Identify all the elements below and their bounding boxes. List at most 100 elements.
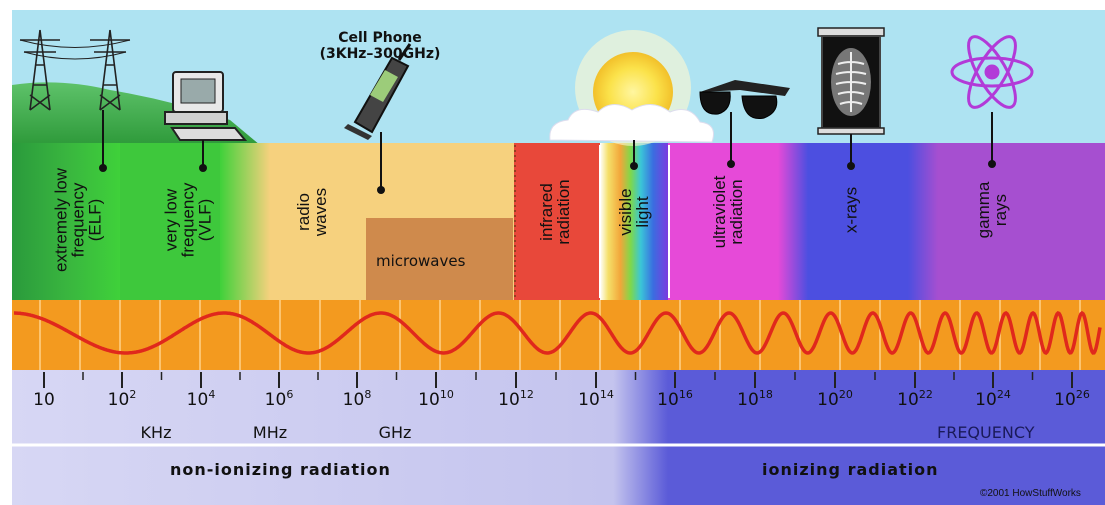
- tick-base: 10: [342, 390, 365, 410]
- cell-phone-icon: [344, 43, 412, 140]
- vlf-pointer-dot: [199, 164, 207, 172]
- tick-label: 10: [33, 388, 55, 410]
- band-label-line: waves: [311, 187, 330, 237]
- band-label-line: visible: [616, 188, 635, 236]
- band-label-line: gamma: [974, 181, 993, 239]
- band-xrays: [808, 143, 908, 300]
- tick-exponent: 12: [519, 388, 534, 401]
- band-label-line: radiation: [727, 179, 746, 245]
- tick-exponent: 16: [678, 388, 693, 401]
- band-label-line: frequency: [68, 182, 88, 258]
- band-label-xrays: x-rays: [841, 186, 861, 234]
- band-gamma: [938, 143, 1105, 300]
- band-label-line: (ELF): [85, 198, 105, 242]
- tick-base: 10: [186, 390, 209, 410]
- tick-base: 10: [418, 390, 440, 410]
- band-label-line: light: [633, 196, 652, 228]
- cell-phone-title: Cell Phone (3KHz–300GHz): [300, 30, 460, 62]
- wave-strip: [12, 300, 1105, 370]
- tick-exponent: 14: [599, 388, 614, 401]
- tick-label: 1012: [498, 388, 534, 410]
- tick-exponent: 4: [208, 388, 216, 401]
- frequency-label: FREQUENCY: [937, 423, 1035, 442]
- computer-icon: [164, 71, 248, 141]
- power-tower-icon: [19, 29, 131, 111]
- unit-khz: KHz: [140, 423, 172, 442]
- tick-label: 1018: [737, 388, 773, 410]
- tick-exponent: 20: [838, 388, 853, 401]
- ionizing-label: ionizing radiation: [762, 460, 939, 479]
- tick-base: 10: [657, 390, 679, 410]
- band-infrared: [514, 143, 600, 300]
- band-ultraviolet: [668, 143, 778, 300]
- xray-film-icon: [817, 27, 885, 135]
- band-label-elf: extremely low frequency (ELF): [51, 168, 105, 272]
- band-label-gamma: gamma rays: [974, 181, 1010, 239]
- axis-ticks: [43, 372, 1073, 388]
- band-xray-gamma-blend: [908, 143, 938, 300]
- tick-exponent: 26: [1075, 388, 1090, 401]
- microwaves-label: microwaves: [376, 252, 466, 270]
- phone-pointer-dot: [377, 186, 385, 194]
- tick-exponent: 24: [996, 388, 1011, 401]
- tick-base: 10: [33, 390, 55, 410]
- tick-exponent: 10: [439, 388, 454, 401]
- visible-pointer-dot: [630, 162, 638, 170]
- tick-exponent: 8: [364, 388, 372, 401]
- tick-exponent: 18: [758, 388, 773, 401]
- tick-label: 106: [265, 388, 294, 410]
- band-uv-xray-blend: [778, 143, 808, 300]
- tick-label: 108: [343, 388, 372, 410]
- tick-base: 10: [817, 390, 839, 410]
- cell-phone-title-line1: Cell Phone: [338, 30, 422, 46]
- band-label-line: x-rays: [841, 186, 861, 234]
- band-label-line: infrared: [537, 183, 556, 241]
- xray-pointer-dot: [847, 162, 855, 170]
- band-microwaves: [366, 218, 513, 300]
- copyright-label: ©2001 HowStuffWorks: [980, 488, 1081, 499]
- tick-exponent: 22: [918, 388, 933, 401]
- elf-pointer-dot: [99, 164, 107, 172]
- axis-background: [12, 370, 1105, 505]
- band-label-line: radio: [294, 193, 313, 231]
- band-label-line: radiation: [554, 179, 573, 245]
- tick-base: 10: [264, 390, 287, 410]
- cell-phone-title-line2: (3KHz–300GHz): [319, 46, 441, 62]
- tick-exponent: 6: [286, 388, 294, 401]
- tick-label: 1022: [897, 388, 933, 410]
- tick-base: 10: [975, 390, 997, 410]
- band-vlf-radio-blend: [220, 143, 270, 300]
- sun-icon: [549, 30, 714, 146]
- non-ionizing-label: non-ionizing radiation: [170, 460, 391, 479]
- band-label-line: very low: [161, 188, 181, 252]
- band-label-line: extremely low: [51, 168, 71, 272]
- band-label-infrared: infrared radiation: [537, 179, 573, 245]
- band-label-line: (VLF): [195, 198, 215, 242]
- uv-pointer-dot: [727, 160, 735, 168]
- tick-label: 1014: [578, 388, 614, 410]
- band-label-line: ultraviolet: [710, 175, 729, 249]
- tick-base: 10: [107, 390, 130, 410]
- band-label-visible: visible light: [616, 188, 652, 236]
- unit-ghz: GHz: [378, 423, 412, 442]
- gamma-pointer-dot: [988, 160, 996, 168]
- band-label-ultraviolet: ultraviolet radiation: [710, 175, 746, 249]
- tick-label: 104: [187, 388, 216, 410]
- unit-mhz: MHz: [252, 423, 288, 442]
- tick-base: 10: [578, 390, 600, 410]
- tick-base: 10: [498, 390, 520, 410]
- tick-label: 1020: [817, 388, 853, 410]
- band-label-vlf: very low frequency (VLF): [161, 182, 215, 258]
- tick-label: 1010: [418, 388, 454, 410]
- atom-icon: [950, 35, 1034, 109]
- tick-base: 10: [1054, 390, 1076, 410]
- tick-exponent: 2: [129, 388, 137, 401]
- wave-line: [14, 310, 1102, 356]
- wave-strip-gridlines: [39, 300, 1081, 370]
- band-label-line: frequency: [178, 182, 198, 258]
- tick-base: 10: [897, 390, 919, 410]
- tick-base: 10: [737, 390, 759, 410]
- band-label-radio: radio waves: [294, 187, 330, 237]
- sunglasses-icon: [699, 80, 790, 120]
